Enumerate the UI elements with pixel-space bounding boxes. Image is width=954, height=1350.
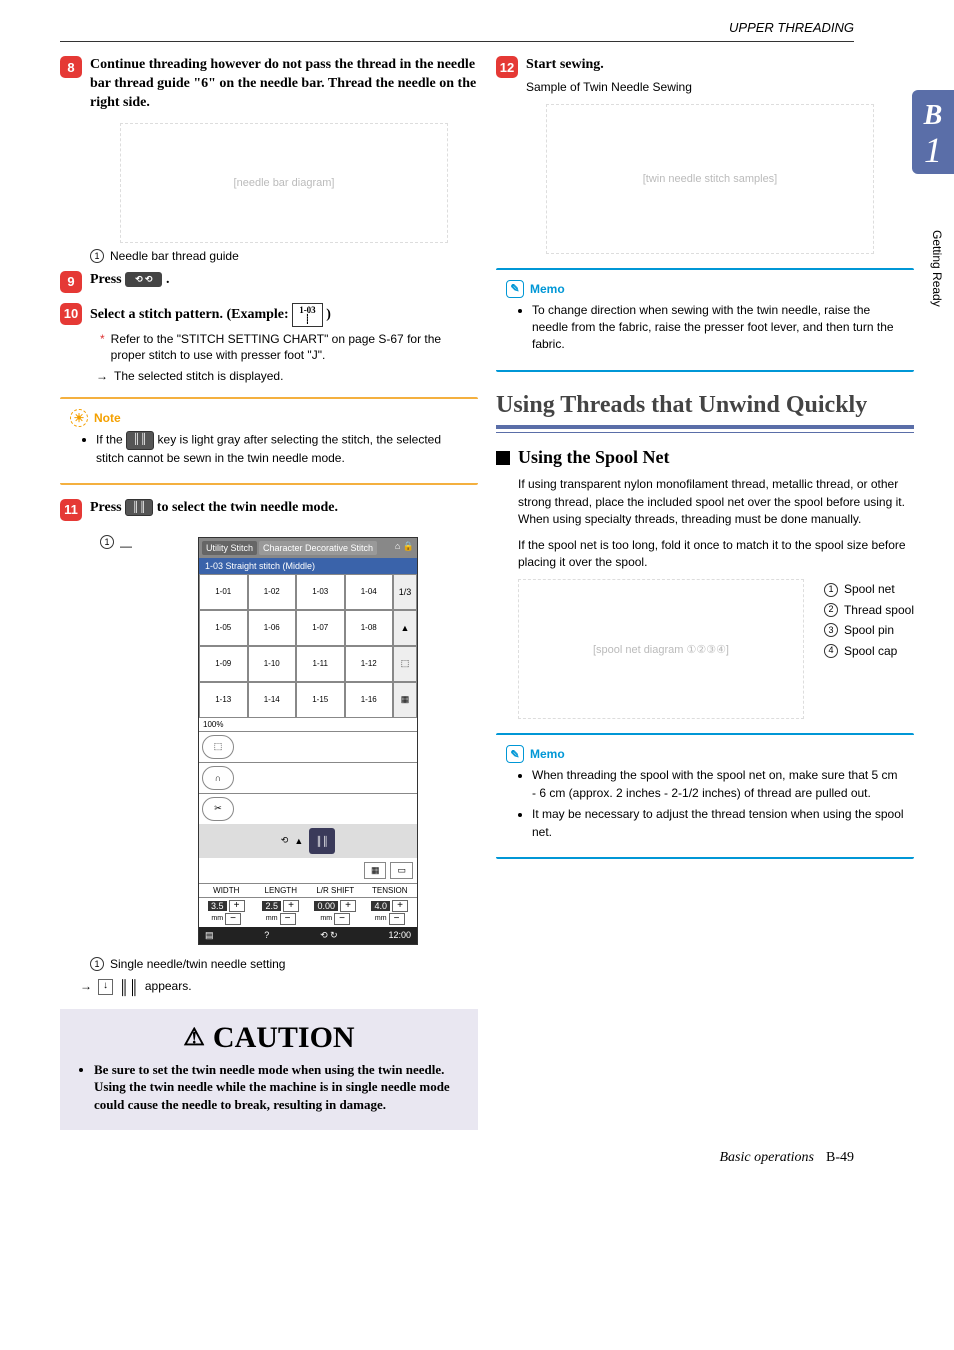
- step10-note: *Refer to the "STITCH SETTING CHART" on …: [100, 331, 478, 363]
- note-title: Note: [94, 411, 121, 425]
- sc-bar: 1-03 Straight stitch (Middle): [199, 558, 417, 574]
- sc-btn: ∩: [202, 766, 234, 790]
- para-1: If using transparent nylon monofilament …: [518, 476, 914, 528]
- footer-page: B-49: [826, 1150, 854, 1166]
- legend-text: Needle bar thread guide: [110, 249, 239, 263]
- step-number: 9: [60, 271, 82, 293]
- callout-1: 1: [100, 535, 114, 549]
- footer: Basic operations B-49: [60, 1150, 914, 1166]
- memo-icon: ✎: [506, 280, 524, 298]
- footer-label: Basic operations: [720, 1150, 815, 1166]
- memo-title: Memo: [530, 282, 565, 296]
- memo2-b2: It may be necessary to adjust the thread…: [532, 806, 904, 841]
- step10-title-a: Select a stitch pattern. (Example:: [90, 307, 292, 322]
- memo-title: Memo: [530, 747, 565, 761]
- step11-prefix: Press: [90, 500, 125, 515]
- step11-arrow: → ↓ ║║ appears.: [80, 979, 478, 995]
- sc-btn: ✂: [202, 797, 234, 821]
- caution-title: CAUTION: [213, 1021, 355, 1055]
- note-text-a: If the: [96, 432, 126, 446]
- note-icon: ☀: [70, 409, 88, 427]
- sc-pct: 100%: [199, 718, 417, 731]
- sc-btn: ⬚: [202, 735, 234, 759]
- needle-diagram: [needle bar diagram]: [120, 123, 448, 243]
- subsection: Using the Spool Net: [496, 447, 914, 468]
- step-12: 12 Start sewing. Sample of Twin Needle S…: [496, 56, 914, 96]
- step-number: 12: [496, 56, 518, 78]
- step9-suffix: .: [166, 272, 170, 287]
- step8-title: Continue threading however do not pass t…: [90, 56, 478, 113]
- spool-diagram: [spool net diagram ①②③④]: [518, 579, 804, 719]
- memo-1: ✎ Memo To change direction when sewing w…: [496, 268, 914, 372]
- needle-key-icon: ║║: [125, 499, 153, 517]
- twin-needle-button: ║║: [309, 828, 335, 854]
- chapter-tab: B 1: [912, 90, 954, 174]
- memo2-b1: When threading the spool with the spool …: [532, 767, 904, 802]
- step12-title: Start sewing.: [526, 56, 914, 75]
- lcd-screenshot: Utility Stitch Character Decorative Stit…: [198, 537, 418, 945]
- caution-box: ⚠ CAUTION Be sure to set the twin needle…: [60, 1009, 478, 1130]
- thread-key-icon: ⟲ ⟲: [125, 272, 162, 286]
- left-column: 8 Continue threading however do not pass…: [60, 56, 478, 1130]
- warning-icon: ⚠: [183, 1023, 205, 1052]
- sc-tab: Utility Stitch: [202, 541, 257, 555]
- para-2: If the spool net is too long, fold it on…: [518, 537, 914, 572]
- step9-prefix: Press: [90, 272, 122, 287]
- step-number: 8: [60, 56, 82, 78]
- step-8: 8 Continue threading however do not pass…: [60, 56, 478, 113]
- section-rule: [496, 425, 914, 429]
- step10-arrow: →The selected stitch is displayed.: [96, 369, 478, 383]
- step-10: 10 Select a stitch pattern. (Example: 1-…: [60, 303, 478, 383]
- caution-text: Be sure to set the twin needle mode when…: [94, 1061, 464, 1114]
- step-9: 9 Press ⟲ ⟲ .: [60, 271, 478, 293]
- sc-tab: Character Decorative Stitch: [259, 541, 377, 555]
- step-number: 11: [60, 499, 82, 521]
- twin-sample-diagram: [twin needle stitch samples]: [546, 104, 874, 254]
- step11-suffix: to select the twin needle mode.: [157, 500, 338, 515]
- header-section: UPPER THREADING: [60, 20, 914, 35]
- tab-number: 1: [912, 132, 954, 168]
- section-rule-thin: [496, 432, 914, 433]
- step-11: 11 Press ║║ to select the twin needle mo…: [60, 499, 478, 521]
- right-column: 12 Start sewing. Sample of Twin Needle S…: [496, 56, 914, 1130]
- step11-legend: 1Single needle/twin needle setting: [90, 957, 478, 971]
- memo-2: ✎ Memo When threading the spool with the…: [496, 733, 914, 859]
- sc-time: 12:00: [388, 930, 411, 941]
- side-label: Getting Ready: [930, 230, 944, 307]
- note-callout: ☀ Note If the ║║ key is light gray after…: [60, 397, 478, 485]
- step10-title-b: ): [326, 307, 331, 322]
- spool-figure: [spool net diagram ①②③④] 1Spool net2Thre…: [518, 579, 914, 719]
- memo-icon: ✎: [506, 745, 524, 763]
- step12-sub: Sample of Twin Needle Sewing: [526, 79, 914, 96]
- step-number: 10: [60, 303, 82, 325]
- needle-key-icon: ║║: [126, 431, 154, 450]
- header-rule: [60, 41, 854, 42]
- memo1-text: To change direction when sewing with the…: [532, 302, 904, 354]
- section-title: Using Threads that Unwind Quickly: [496, 392, 914, 420]
- spool-legend-list: 1Spool net2Thread spool3Spool pin4Spool …: [824, 579, 914, 719]
- step8-legend: 1Needle bar thread guide: [90, 249, 478, 263]
- stitch-example-icon: 1-03┊: [292, 303, 323, 327]
- square-bullet: [496, 451, 510, 465]
- tab-letter: B: [912, 100, 954, 132]
